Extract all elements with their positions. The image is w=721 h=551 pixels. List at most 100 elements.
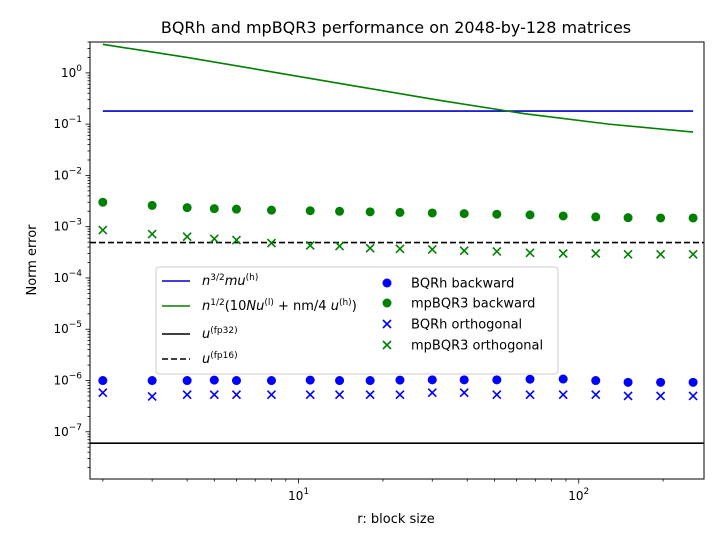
point-s2-1 [147, 391, 157, 401]
point-s2-17 [656, 391, 666, 401]
point-s3-3 [209, 234, 219, 244]
point-s1-7 [335, 206, 345, 216]
point-s3-17 [656, 249, 666, 259]
point-s0-3 [209, 375, 219, 385]
point-s2-5 [266, 390, 277, 400]
legend-marker-2 [382, 319, 392, 329]
point-s0-0 [98, 376, 108, 386]
point-s2-10 [427, 388, 437, 398]
point-s0-1 [147, 376, 157, 386]
chart-title: BQRh and mpBQR3 performance on 2048-by-1… [161, 18, 631, 37]
legend-line-label-0: n3/2mu(h) [202, 273, 258, 289]
point-s1-14 [558, 211, 568, 221]
legend-marker-0 [382, 278, 392, 288]
point-s1-4 [231, 204, 241, 214]
point-s0-7 [335, 376, 345, 386]
axes: 10−7 10−6 10−5 10−4 10−3 10−2 10−1 100 101 102 [53, 41, 705, 503]
x-tick-label-1: 102 [568, 487, 589, 503]
y-tick-label-0: 10−7 [53, 423, 82, 439]
point-s3-14 [558, 248, 568, 259]
point-s3-10 [427, 244, 437, 255]
point-s3-12 [492, 246, 502, 256]
y-tick-label-1: 10−6 [53, 372, 82, 388]
point-s3-9 [395, 244, 405, 254]
point-s3-13 [525, 248, 535, 258]
point-s0-9 [395, 375, 405, 385]
point-s1-6 [305, 206, 315, 216]
legend-marker-3 [382, 340, 392, 350]
point-s0-11 [459, 375, 469, 385]
point-s2-18 [688, 391, 698, 401]
point-s1-18 [688, 213, 698, 223]
point-s0-15 [591, 376, 601, 386]
point-s1-3 [209, 204, 219, 214]
x-axis-label: r: block size [357, 512, 434, 527]
point-s2-4 [231, 390, 242, 400]
point-s1-17 [656, 213, 666, 223]
point-s3-15 [591, 248, 601, 259]
point-s0-8 [365, 376, 375, 386]
point-s2-16 [623, 391, 633, 401]
point-s1-10 [427, 208, 437, 218]
point-s2-7 [334, 390, 345, 400]
point-s3-2 [182, 232, 192, 242]
point-s0-4 [231, 376, 241, 386]
point-s0-14 [558, 374, 568, 384]
y-tick-label-4: 10−3 [53, 218, 82, 234]
axes-frame [89, 41, 705, 480]
point-s1-0 [98, 197, 108, 207]
legend: n3/2mu(h) n1/2(10Nu(l) + nm/4 u(h)) u(fp32… [155, 266, 559, 375]
point-s3-1 [147, 229, 157, 239]
point-s3-16 [623, 249, 633, 259]
point-s0-16 [623, 377, 633, 387]
y-axis-label: Norm error [25, 224, 40, 296]
point-s1-15 [591, 212, 601, 222]
point-s2-11 [459, 388, 469, 398]
plot-area [90, 43, 704, 444]
point-s1-12 [492, 209, 502, 219]
point-s1-11 [459, 209, 469, 219]
point-s3-11 [459, 246, 469, 256]
legend-series-label-1: mpBQR3 backward [411, 297, 535, 312]
legend-series-label-2: BQRh orthogonal [411, 318, 522, 333]
y-tick-label-5: 10−2 [53, 166, 82, 182]
point-s0-18 [688, 377, 698, 387]
point-s3-8 [365, 243, 375, 253]
y-tick-label-2: 10−5 [53, 320, 82, 336]
point-s0-6 [305, 375, 315, 385]
plot-inner [90, 43, 704, 444]
y-tick-label-7: 100 [61, 64, 82, 80]
y-tick-label-6: 10−1 [53, 115, 82, 131]
point-s2-9 [395, 390, 405, 400]
legend-series-label-3: mpBQR3 orthogonal [411, 339, 543, 354]
point-s2-14 [558, 390, 568, 400]
point-s0-2 [182, 376, 192, 386]
legend-box [155, 266, 559, 375]
point-s2-15 [591, 390, 601, 400]
point-s3-7 [334, 241, 345, 251]
x-tick-label-0: 101 [288, 487, 309, 503]
legend-line-label-2: u(fp32) [202, 326, 238, 342]
point-s2-12 [492, 390, 502, 400]
point-s1-9 [395, 207, 405, 217]
point-s1-5 [266, 205, 276, 215]
point-s2-0 [98, 388, 108, 398]
point-s2-6 [305, 390, 315, 400]
point-s3-6 [305, 240, 315, 251]
point-s1-1 [147, 200, 157, 210]
legend-series-label-0: BQRh backward [411, 277, 514, 292]
point-s2-3 [209, 390, 219, 400]
point-s1-8 [365, 207, 375, 217]
point-s1-2 [182, 203, 192, 213]
y-tick-label-3: 10−4 [53, 269, 82, 285]
point-s1-13 [525, 210, 535, 220]
point-s0-13 [525, 374, 535, 384]
point-s0-5 [266, 376, 276, 386]
point-s2-13 [525, 390, 535, 400]
point-s0-10 [427, 375, 437, 385]
legend-line-label-3: u(fp16) [202, 351, 238, 367]
point-s3-0 [98, 225, 108, 235]
point-s3-4 [231, 235, 242, 245]
point-s3-5 [266, 238, 277, 248]
